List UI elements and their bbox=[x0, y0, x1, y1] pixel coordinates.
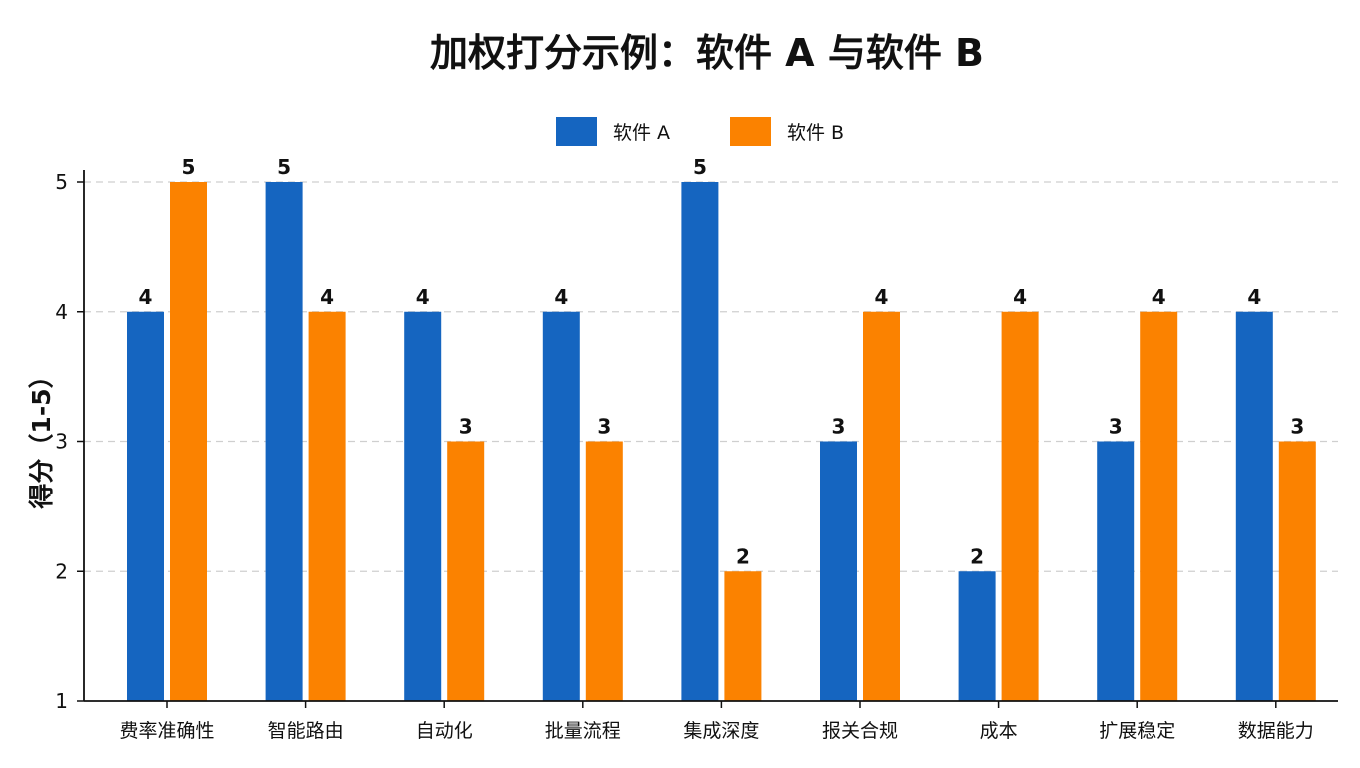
bar-series-a bbox=[265, 182, 303, 701]
bar-series-a bbox=[958, 571, 996, 701]
data-label: 4 bbox=[320, 285, 334, 309]
chart-title: 加权打分示例：软件 A 与软件 B bbox=[430, 31, 984, 75]
x-tick-label: 成本 bbox=[980, 720, 1018, 742]
legend: 软件 A 软件 B bbox=[556, 117, 844, 146]
bar-series-a bbox=[1235, 311, 1273, 701]
x-tick-label: 报关合规 bbox=[822, 720, 898, 742]
data-label: 5 bbox=[277, 155, 291, 179]
legend-swatch-series-a bbox=[556, 117, 597, 146]
bar-series-a bbox=[820, 441, 857, 701]
data-label: 2 bbox=[736, 544, 750, 568]
y-tick-label: 2 bbox=[55, 559, 68, 583]
bar-series-a bbox=[542, 311, 580, 701]
y-axis-label: 得分（1-5） bbox=[27, 363, 56, 509]
data-label: 3 bbox=[597, 415, 611, 439]
bar-series-a bbox=[404, 311, 442, 701]
bars bbox=[127, 182, 1316, 701]
bar-series-b bbox=[1278, 441, 1316, 701]
x-tick-label: 集成深度 bbox=[683, 720, 759, 742]
bar-series-b bbox=[863, 311, 900, 701]
data-label: 4 bbox=[875, 285, 889, 309]
axes: 1 2 3 4 5 费率准确性 智能路由 自动化 批量流程 集成深度 报关合规 成本 扩展稳定 数据能力 bbox=[55, 170, 1338, 742]
bar-series-a bbox=[681, 182, 719, 701]
x-tick-label: 数据能力 bbox=[1238, 720, 1314, 742]
data-labels: 4 5 5 4 4 3 4 3 5 2 3 4 2 4 3 4 4 3 bbox=[139, 155, 1305, 568]
data-label: 4 bbox=[1013, 285, 1027, 309]
x-tick-label: 智能路由 bbox=[268, 720, 344, 742]
bar-series-b bbox=[170, 182, 207, 701]
data-label: 4 bbox=[139, 285, 153, 309]
data-label: 4 bbox=[1152, 285, 1166, 309]
bar-series-b bbox=[1140, 311, 1178, 701]
data-label: 4 bbox=[554, 285, 568, 309]
bar-series-b bbox=[724, 571, 762, 701]
legend-label-series-b: 软件 B bbox=[787, 122, 844, 144]
data-label: 3 bbox=[832, 415, 846, 439]
y-tick-label: 3 bbox=[55, 430, 68, 454]
x-tick-label: 扩展稳定 bbox=[1099, 720, 1175, 742]
bar-series-b bbox=[585, 441, 623, 701]
y-tick-label: 5 bbox=[55, 170, 68, 194]
data-label: 3 bbox=[1109, 415, 1123, 439]
x-tick-label: 自动化 bbox=[416, 720, 473, 742]
bar-series-a bbox=[127, 311, 164, 701]
data-label: 2 bbox=[970, 544, 984, 568]
legend-swatch-series-b bbox=[730, 117, 771, 146]
x-tick-label: 费率准确性 bbox=[119, 720, 214, 742]
data-label: 5 bbox=[693, 155, 707, 179]
y-tick-label: 1 bbox=[55, 689, 68, 713]
data-label: 3 bbox=[1290, 415, 1304, 439]
bar-series-b bbox=[1001, 311, 1039, 701]
data-label: 5 bbox=[182, 155, 196, 179]
bar-series-b bbox=[447, 441, 485, 701]
y-tick-label: 4 bbox=[55, 300, 68, 324]
data-label: 4 bbox=[416, 285, 430, 309]
legend-label-series-a: 软件 A bbox=[613, 122, 670, 144]
data-label: 3 bbox=[459, 415, 473, 439]
data-label: 4 bbox=[1247, 285, 1261, 309]
bar-series-b bbox=[308, 311, 346, 701]
bar-series-a bbox=[1097, 441, 1135, 701]
x-tick-label: 批量流程 bbox=[545, 720, 621, 742]
